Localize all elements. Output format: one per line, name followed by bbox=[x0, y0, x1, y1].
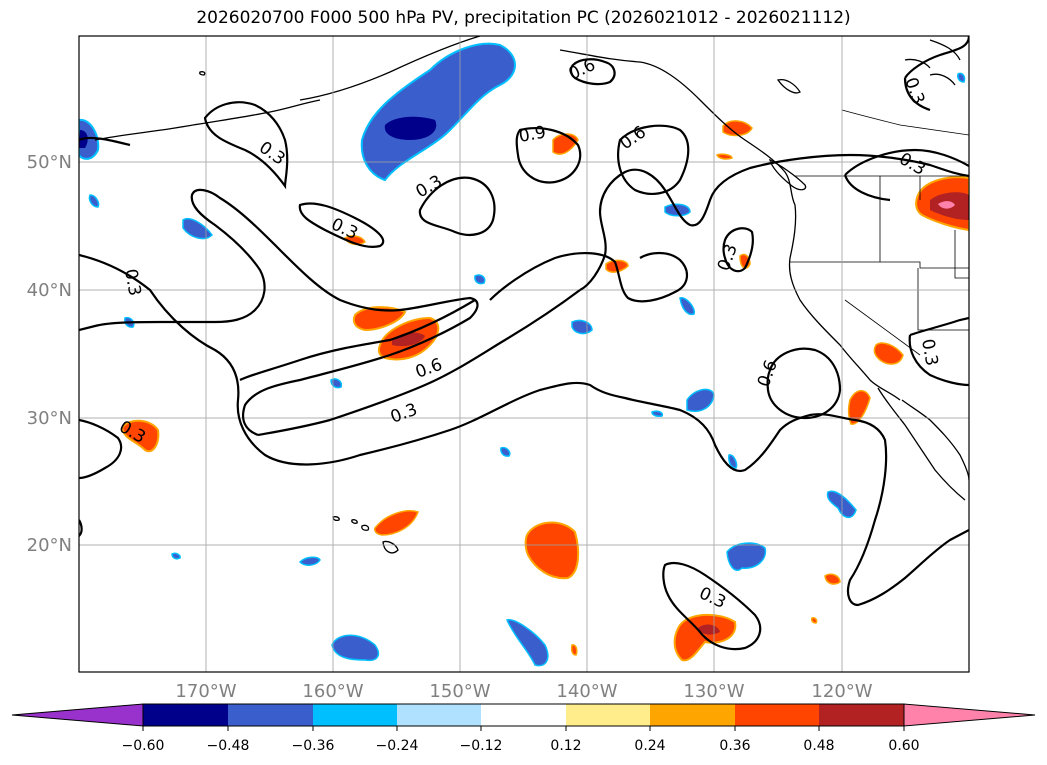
colorbar-tick: −0.36 bbox=[292, 738, 335, 754]
colorbar-segment bbox=[735, 704, 819, 726]
colorbar-tick: 0.48 bbox=[803, 738, 834, 754]
colorbar-extend-high bbox=[903, 703, 1036, 727]
lon-label: 170°W bbox=[175, 681, 236, 702]
colorbar: −0.60 −0.48 −0.36 −0.24 −0.12 0.12 0.24 … bbox=[11, 703, 1036, 754]
precip-shading bbox=[79, 42, 969, 667]
colorbar-tick: −0.60 bbox=[122, 738, 165, 754]
contour-label: 0.9 bbox=[517, 123, 547, 147]
plot-frame bbox=[78, 35, 970, 673]
map-title: 2026020700 F000 500 hPa PV, precipitatio… bbox=[196, 8, 851, 28]
lon-label: 120°W bbox=[811, 681, 872, 702]
pv-contours bbox=[79, 36, 969, 651]
political-borders bbox=[790, 109, 969, 356]
latitude-labels: 50°N 40°N 30°N 20°N bbox=[27, 152, 72, 556]
contour-label: 0.3 bbox=[917, 337, 941, 367]
positive-anomaly-tropics bbox=[524, 521, 580, 580]
lat-label: 50°N bbox=[27, 152, 72, 173]
colorbar-extend-low bbox=[11, 703, 144, 727]
lon-label: 130°W bbox=[683, 681, 744, 702]
coastlines bbox=[94, 36, 969, 554]
lat-label: 20°N bbox=[27, 535, 72, 556]
lon-label: 150°W bbox=[429, 681, 490, 702]
colorbar-tick: 0.12 bbox=[550, 738, 581, 754]
colorbar-segment bbox=[313, 704, 397, 726]
colorbar-segment bbox=[481, 704, 566, 726]
colorbar-segment bbox=[650, 704, 735, 726]
negative-anomaly-gulf-alaska bbox=[360, 42, 516, 182]
colorbar-tick: −0.48 bbox=[207, 738, 250, 754]
colorbar-segment bbox=[228, 704, 313, 726]
contour-label: 0.3 bbox=[120, 267, 144, 297]
lon-label: 160°W bbox=[302, 681, 363, 702]
lat-label: 40°N bbox=[27, 280, 72, 301]
lon-label: 140°W bbox=[556, 681, 617, 702]
negative-core-gulf-alaska bbox=[384, 116, 437, 140]
longitude-labels: 170°W 160°W 150°W 140°W 130°W 120°W bbox=[175, 681, 872, 702]
colorbar-segment bbox=[566, 704, 650, 726]
colorbar-tick: −0.24 bbox=[376, 738, 419, 754]
colorbar-segment bbox=[397, 704, 481, 726]
colorbar-segment bbox=[819, 704, 904, 726]
colorbar-segment bbox=[143, 704, 228, 726]
gridlines bbox=[79, 36, 969, 672]
colorbar-tick: 0.24 bbox=[634, 738, 665, 754]
colorbar-tick: 0.36 bbox=[719, 738, 750, 754]
lat-label: 30°N bbox=[27, 408, 72, 429]
colorbar-tick: −0.12 bbox=[460, 738, 503, 754]
colorbar-tick: 0.60 bbox=[888, 738, 919, 754]
negative-anomaly-far-west bbox=[79, 118, 100, 160]
